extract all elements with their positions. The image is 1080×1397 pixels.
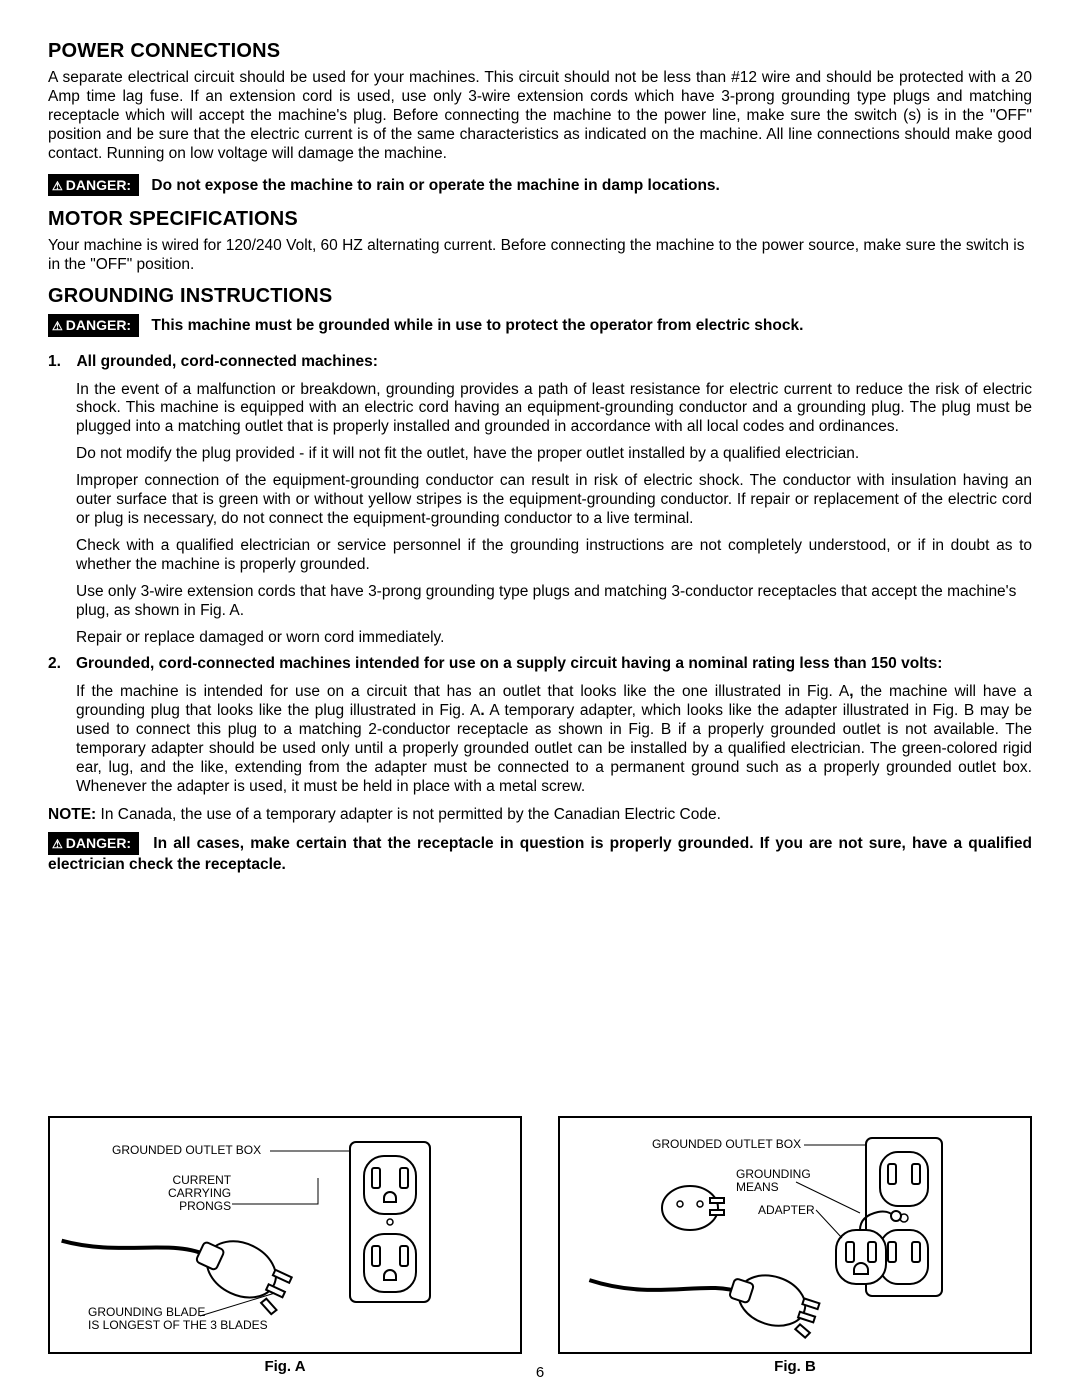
item1-p6: Repair or replace damaged or worn cord i… <box>76 629 1032 648</box>
grounding-heading: GROUNDING INSTRUCTIONS <box>48 285 1032 308</box>
note-text: In Canada, the use of a temporary adapte… <box>96 806 721 823</box>
item1-p5: Use only 3-wire extension cords that hav… <box>76 583 1032 621</box>
list-item-1: 1. All grounded, cord-connected machines… <box>48 353 1032 371</box>
figure-b: GROUNDED OUTLET BOX GROUNDING MEANS ADAP… <box>558 1116 1032 1375</box>
figA-drawing <box>50 1118 520 1352</box>
item2-p1a: If the machine is intended for use on a … <box>76 683 849 700</box>
item2-title: Grounded, cord-connected machines intend… <box>76 655 1032 673</box>
danger-badge: DANGER: <box>48 314 139 337</box>
figures-row: GROUNDED OUTLET BOX CURRENT CARRYING PRO… <box>48 1116 1032 1375</box>
item1-number: 1. <box>48 353 72 371</box>
item2-p1: If the machine is intended for use on a … <box>76 683 1032 796</box>
motor-para: Your machine is wired for 120/240 Volt, … <box>48 237 1032 275</box>
item1-p4: Check with a qualified electrician or se… <box>76 537 1032 575</box>
power-heading: POWER CONNECTIONS <box>48 40 1032 63</box>
list-item-2: 2. Grounded, cord-connected machines int… <box>48 655 1032 673</box>
item1-p1: In the event of a malfunction or breakdo… <box>76 381 1032 438</box>
motor-heading: MOTOR SPECIFICATIONS <box>48 208 1032 231</box>
item1-title: All grounded, cord-connected machines: <box>76 353 377 370</box>
page-number: 6 <box>0 1364 1080 1381</box>
ground-danger2-msg: In all cases, make certain that the rece… <box>48 835 1032 873</box>
power-danger-line: DANGER: Do not expose the machine to rai… <box>48 174 1032 197</box>
figure-b-frame: GROUNDED OUTLET BOX GROUNDING MEANS ADAP… <box>558 1116 1032 1354</box>
ground-danger1-msg: This machine must be grounded while in u… <box>151 317 803 334</box>
power-para: A separate electrical circuit should be … <box>48 69 1032 164</box>
manual-page: POWER CONNECTIONS A separate electrical … <box>0 0 1080 1397</box>
danger-badge: DANGER: <box>48 174 139 197</box>
figB-drawing <box>560 1118 1030 1352</box>
item2-number: 2. <box>48 655 72 673</box>
note-label: NOTE: <box>48 806 96 823</box>
figure-a-frame: GROUNDED OUTLET BOX CURRENT CARRYING PRO… <box>48 1116 522 1354</box>
item1-p2: Do not modify the plug provided - if it … <box>76 445 1032 464</box>
danger-badge: DANGER: <box>48 832 139 855</box>
note-line: NOTE: In Canada, the use of a temporary … <box>48 805 1032 824</box>
ground-danger1-line: DANGER: This machine must be grounded wh… <box>48 314 1032 337</box>
grounding-list: 1. All grounded, cord-connected machines… <box>48 353 1032 797</box>
power-danger-msg: Do not expose the machine to rain or ope… <box>151 177 719 194</box>
ground-danger2-line: DANGER: In all cases, make certain that … <box>48 832 1032 875</box>
figure-a: GROUNDED OUTLET BOX CURRENT CARRYING PRO… <box>48 1116 522 1375</box>
item1-p3: Improper connection of the equipment-gro… <box>76 472 1032 529</box>
